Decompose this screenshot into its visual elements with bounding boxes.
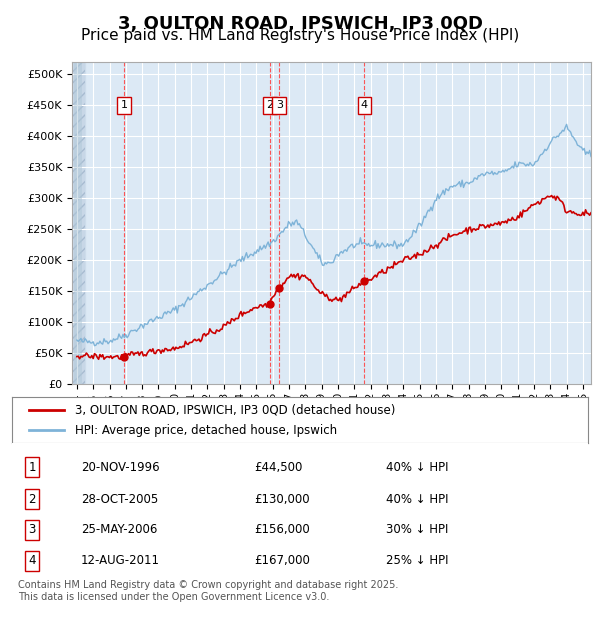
Text: £167,000: £167,000 (254, 554, 310, 567)
Text: 3: 3 (28, 523, 36, 536)
Text: 3: 3 (276, 100, 283, 110)
Text: 12-AUG-2011: 12-AUG-2011 (81, 554, 160, 567)
Text: 25-MAY-2006: 25-MAY-2006 (81, 523, 157, 536)
Text: This data is licensed under the Open Government Licence v3.0.: This data is licensed under the Open Gov… (18, 592, 329, 602)
Text: £130,000: £130,000 (254, 493, 310, 506)
Text: 28-OCT-2005: 28-OCT-2005 (81, 493, 158, 506)
Text: 2: 2 (266, 100, 274, 110)
Text: 1: 1 (121, 100, 128, 110)
Text: 3, OULTON ROAD, IPSWICH, IP3 0QD: 3, OULTON ROAD, IPSWICH, IP3 0QD (118, 16, 482, 33)
Text: 30% ↓ HPI: 30% ↓ HPI (386, 523, 449, 536)
Text: 40% ↓ HPI: 40% ↓ HPI (386, 493, 449, 506)
Text: HPI: Average price, detached house, Ipswich: HPI: Average price, detached house, Ipsw… (76, 424, 337, 436)
Text: 25% ↓ HPI: 25% ↓ HPI (386, 554, 449, 567)
Text: Price paid vs. HM Land Registry's House Price Index (HPI): Price paid vs. HM Land Registry's House … (81, 28, 519, 43)
Text: 1: 1 (28, 461, 36, 474)
Text: 20-NOV-1996: 20-NOV-1996 (81, 461, 160, 474)
Text: £156,000: £156,000 (254, 523, 310, 536)
Text: 2: 2 (28, 493, 36, 506)
Text: Contains HM Land Registry data © Crown copyright and database right 2025.: Contains HM Land Registry data © Crown c… (18, 580, 398, 590)
Text: £44,500: £44,500 (254, 461, 302, 474)
Bar (72, 62, 85, 384)
Bar (72, 62, 85, 384)
Text: 4: 4 (28, 554, 36, 567)
Text: 4: 4 (361, 100, 368, 110)
Text: 3, OULTON ROAD, IPSWICH, IP3 0QD (detached house): 3, OULTON ROAD, IPSWICH, IP3 0QD (detach… (76, 404, 396, 416)
Text: 40% ↓ HPI: 40% ↓ HPI (386, 461, 449, 474)
